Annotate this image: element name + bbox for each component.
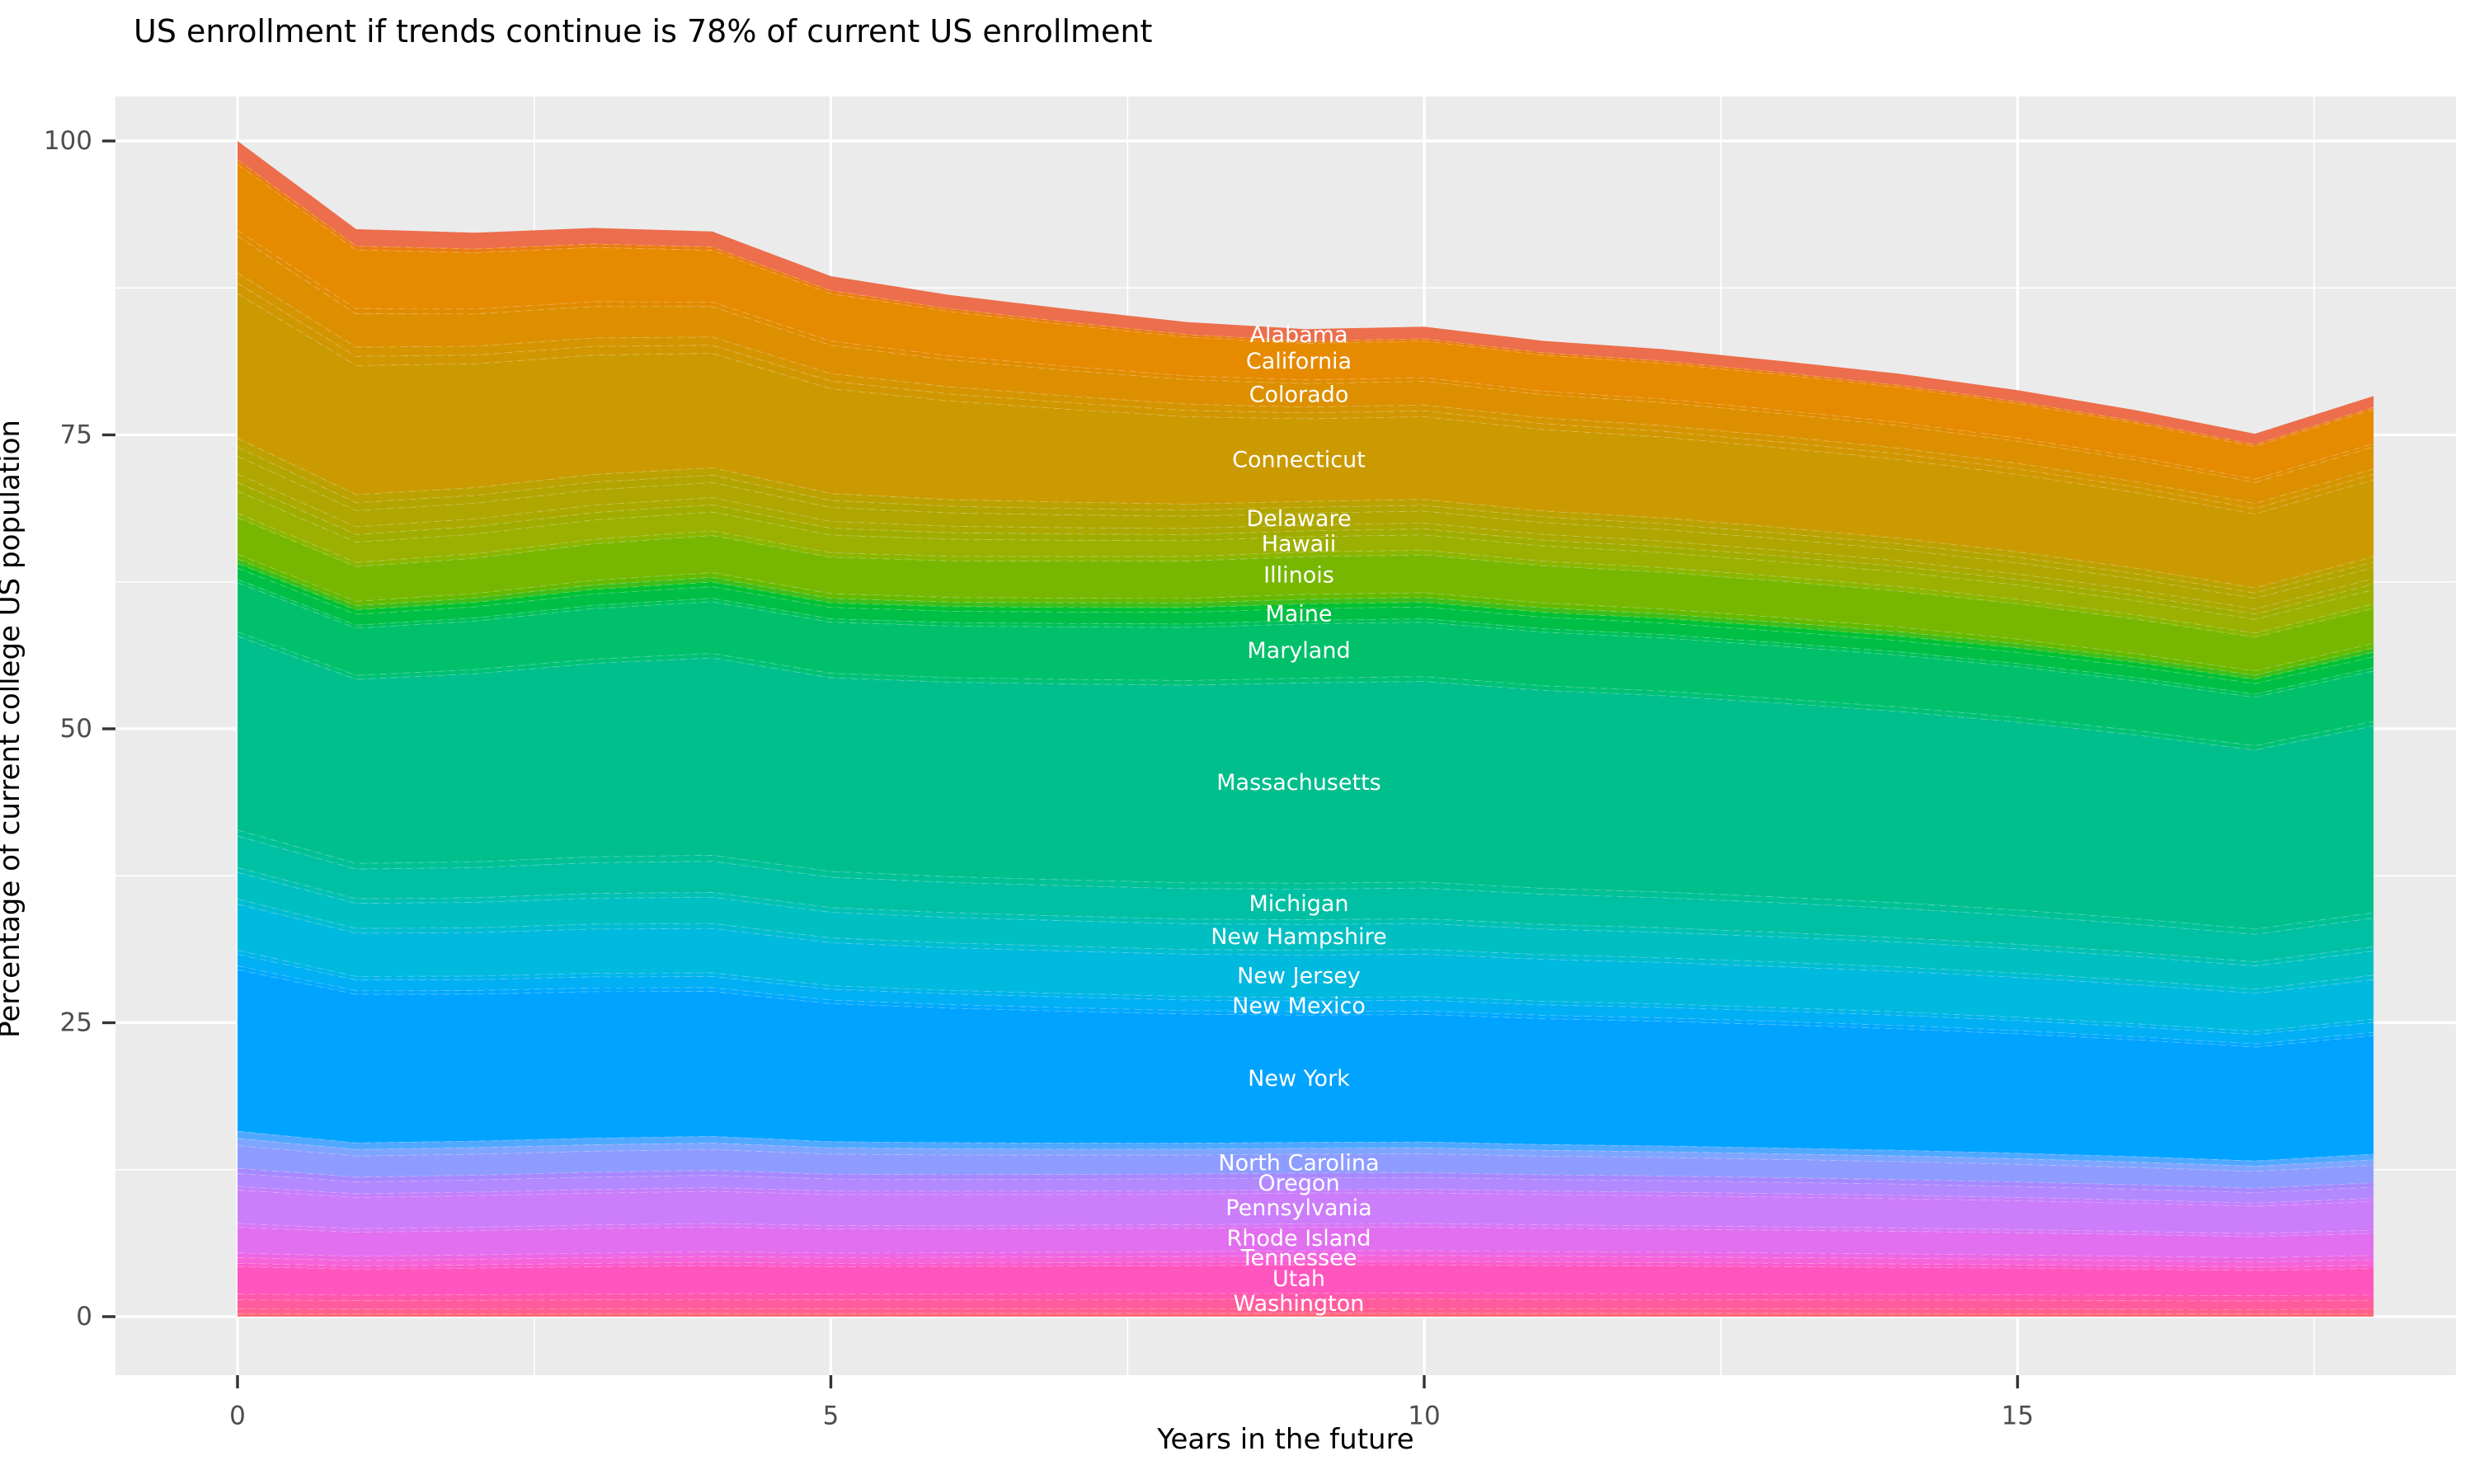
band-tennessee [238, 1255, 2374, 1267]
band-segment [238, 1250, 2374, 1262]
x-tick-label: 10 [1408, 1401, 1440, 1430]
state-label-pennsylvania: Pennsylvania [1225, 1195, 1371, 1221]
band-segment [238, 1223, 2374, 1237]
state-label-illinois: Illinois [1263, 562, 1334, 588]
band-new-mexico [238, 954, 2374, 1044]
band-california [238, 163, 2374, 479]
band-segment [238, 1138, 2374, 1172]
state-label-colorado: Colorado [1249, 383, 1349, 408]
y-tick-label: 75 [60, 420, 92, 450]
x-tick-label: 15 [2001, 1401, 2034, 1430]
state-label-california: California [1246, 349, 1352, 374]
band-segment [238, 1308, 2374, 1314]
band-segment [238, 950, 2374, 1035]
band-hawaii [238, 491, 2374, 633]
y-tick-label: 0 [76, 1302, 92, 1331]
state-label-michigan: Michigan [1249, 891, 1348, 917]
band-delaware [238, 456, 2374, 609]
state-label-new-york: New York [1248, 1066, 1350, 1092]
state-label-new-mexico: New Mexico [1232, 993, 1366, 1019]
y-axis-title: Percentage of current college US populat… [0, 420, 26, 1038]
band-segment [238, 579, 2374, 697]
state-label-tennessee: Tennessee [1240, 1246, 1357, 1271]
state-label-rhode-island: Rhode Island [1226, 1226, 1371, 1252]
y-tick-label: 25 [60, 1008, 92, 1038]
band-segment [238, 1167, 2374, 1193]
state-label-alabama: Alabama [1249, 322, 1348, 348]
state-label-massachusetts: Massachusetts [1216, 770, 1381, 796]
band-segment [238, 1186, 2374, 1206]
band-segment [238, 513, 2374, 637]
band-segment [238, 563, 2374, 683]
state-label-new-hampshire: New Hampshire [1211, 924, 1387, 950]
x-tick-label: 5 [823, 1401, 840, 1430]
state-label-oregon: Oregon [1258, 1171, 1339, 1196]
state-label-delaware: Delaware [1246, 506, 1351, 532]
band-segment [238, 829, 2374, 935]
band-new-hampshire [238, 871, 2374, 989]
band-segment [238, 554, 2374, 675]
state-label-maine: Maine [1265, 602, 1332, 627]
band-segment [238, 867, 2374, 966]
x-tick-label: 0 [229, 1401, 246, 1430]
state-label-utah: Utah [1272, 1266, 1325, 1292]
state-label-washington: Washington [1234, 1291, 1365, 1317]
band-utah [238, 1265, 2374, 1296]
state-label-maryland: Maryland [1247, 638, 1350, 664]
state-label-connecticut: Connecticut [1232, 447, 1366, 472]
band-oregon [238, 1173, 2374, 1203]
band-segment [238, 1130, 2374, 1167]
band-segment [238, 558, 2374, 679]
band-maryland [238, 582, 2374, 746]
band-segment [238, 1261, 2374, 1270]
band-segment [238, 230, 2374, 482]
band-new-jersey [238, 904, 2374, 1031]
band-massachusetts [238, 636, 2374, 929]
band-north-carolina [238, 1145, 2374, 1189]
chart-title: US enrollment if trends continue is 78% … [134, 13, 1153, 49]
band-segment [238, 481, 2374, 619]
band-segment [238, 438, 2374, 593]
band-washington [238, 1298, 2374, 1310]
band-alabama [238, 141, 2374, 444]
band-segment [238, 899, 2374, 993]
band-michigan [238, 835, 2374, 962]
band-illinois [238, 517, 2374, 671]
state-label-north-carolina: North Carolina [1218, 1151, 1379, 1176]
band-segment [238, 965, 2374, 1047]
state-label-new-jersey: New Jersey [1237, 963, 1361, 989]
band-pennsylvania [238, 1190, 2374, 1233]
x-axis-title: Years in the future [1157, 1423, 1414, 1456]
band-connecticut [238, 293, 2374, 588]
band-segment [238, 1293, 2374, 1301]
state-label-hawaii: Hawaii [1262, 532, 1336, 557]
y-tick-label: 50 [60, 714, 92, 744]
band-new-york [238, 969, 2374, 1161]
band-segment [238, 1313, 2374, 1317]
band-colorado [238, 235, 2374, 504]
band-maine [238, 567, 2374, 694]
band-rhode-island [238, 1227, 2374, 1258]
y-tick-label: 100 [44, 126, 92, 156]
